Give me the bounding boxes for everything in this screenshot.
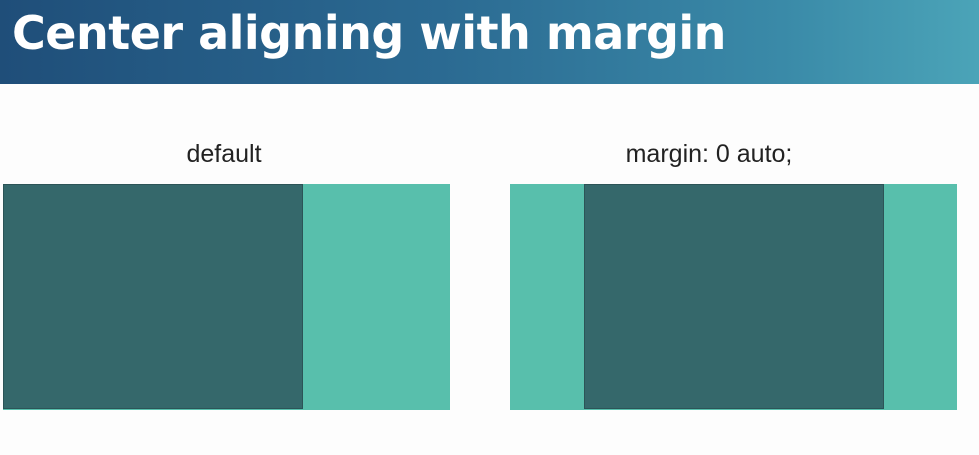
default-container (3, 184, 450, 410)
title-bar: Center aligning with margin (0, 0, 979, 84)
margin-auto-label: margin: 0 auto; (625, 140, 793, 168)
margin-auto-container (510, 184, 957, 410)
default-inner-box (3, 184, 303, 409)
margin-auto-inner-box (584, 184, 884, 409)
slide-title: Center aligning with margin (12, 6, 726, 60)
default-label: default (186, 140, 262, 168)
